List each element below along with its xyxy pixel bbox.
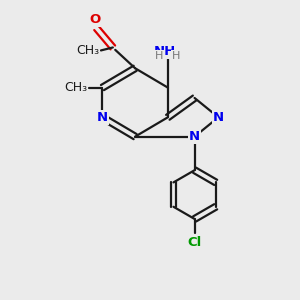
Text: O: O	[89, 13, 100, 26]
Text: N: N	[189, 130, 200, 143]
Text: CH₃: CH₃	[76, 44, 99, 57]
Text: NH₂: NH₂	[154, 44, 182, 58]
Text: CH₃: CH₃	[64, 81, 87, 94]
Text: N: N	[213, 111, 224, 124]
Text: H: H	[172, 51, 180, 61]
Text: N: N	[97, 111, 108, 124]
Text: Cl: Cl	[188, 236, 202, 249]
Text: H: H	[155, 51, 164, 61]
